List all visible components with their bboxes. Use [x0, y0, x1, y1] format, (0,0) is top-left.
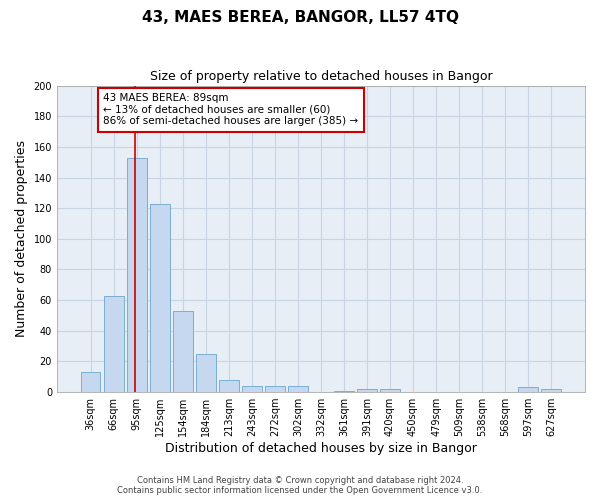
Title: Size of property relative to detached houses in Bangor: Size of property relative to detached ho… [149, 70, 492, 83]
Bar [81, 372, 100, 392]
Bar [334, 390, 354, 392]
Text: 43, MAES BEREA, BANGOR, LL57 4TQ: 43, MAES BEREA, BANGOR, LL57 4TQ [142, 10, 458, 25]
Bar [357, 389, 377, 392]
Bar [127, 158, 146, 392]
Y-axis label: Number of detached properties: Number of detached properties [15, 140, 28, 338]
X-axis label: Distribution of detached houses by size in Bangor: Distribution of detached houses by size … [165, 442, 477, 455]
Text: 43 MAES BEREA: 89sqm
← 13% of detached houses are smaller (60)
86% of semi-detac: 43 MAES BEREA: 89sqm ← 13% of detached h… [103, 93, 358, 126]
Bar [104, 296, 124, 392]
Bar [219, 380, 239, 392]
Bar [242, 386, 262, 392]
Bar [173, 311, 193, 392]
Bar [196, 354, 215, 392]
Bar [380, 389, 400, 392]
Bar [265, 386, 284, 392]
Text: Contains HM Land Registry data © Crown copyright and database right 2024.
Contai: Contains HM Land Registry data © Crown c… [118, 476, 482, 495]
Bar [150, 204, 170, 392]
Bar [541, 389, 561, 392]
Bar [518, 388, 538, 392]
Bar [288, 386, 308, 392]
